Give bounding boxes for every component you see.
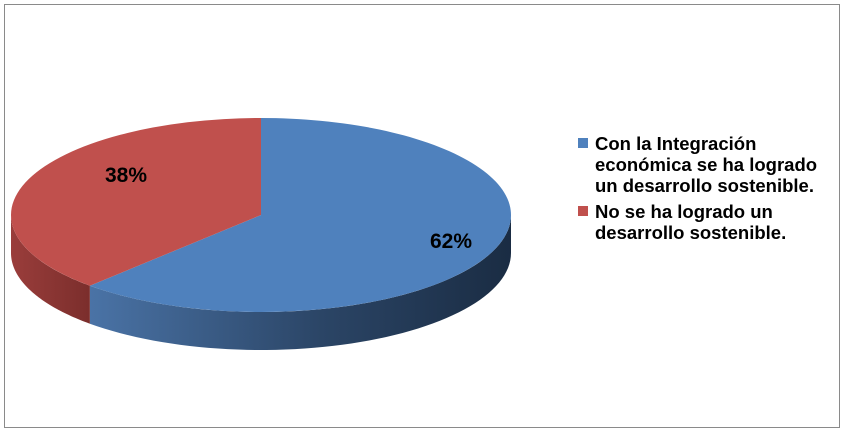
- legend-swatch-1: [578, 138, 588, 148]
- legend-label-2: No se ha logrado un desarrollo sostenibl…: [595, 201, 787, 243]
- pie-slice-2: [10, 118, 262, 286]
- data-label-slice-1: 62%: [430, 230, 472, 253]
- pie-slice-side-2: [11, 215, 90, 324]
- data-label-slice-2: 38%: [105, 164, 147, 187]
- pie-chart: 62% 38%: [10, 118, 512, 350]
- pie-slice-1: [89, 118, 511, 312]
- legend: Con la Integración económica se ha logra…: [578, 133, 840, 248]
- pie-slice-side-1: [89, 215, 512, 350]
- legend-label-1: Con la Integración económica se ha logra…: [595, 133, 818, 196]
- chart-area: 62% 38% Con la Integración económica se …: [4, 4, 840, 428]
- legend-entry-1: Con la Integración económica se ha logra…: [578, 133, 840, 196]
- legend-entry-2: No se ha logrado un desarrollo sostenibl…: [578, 201, 840, 243]
- legend-swatch-2: [578, 206, 588, 216]
